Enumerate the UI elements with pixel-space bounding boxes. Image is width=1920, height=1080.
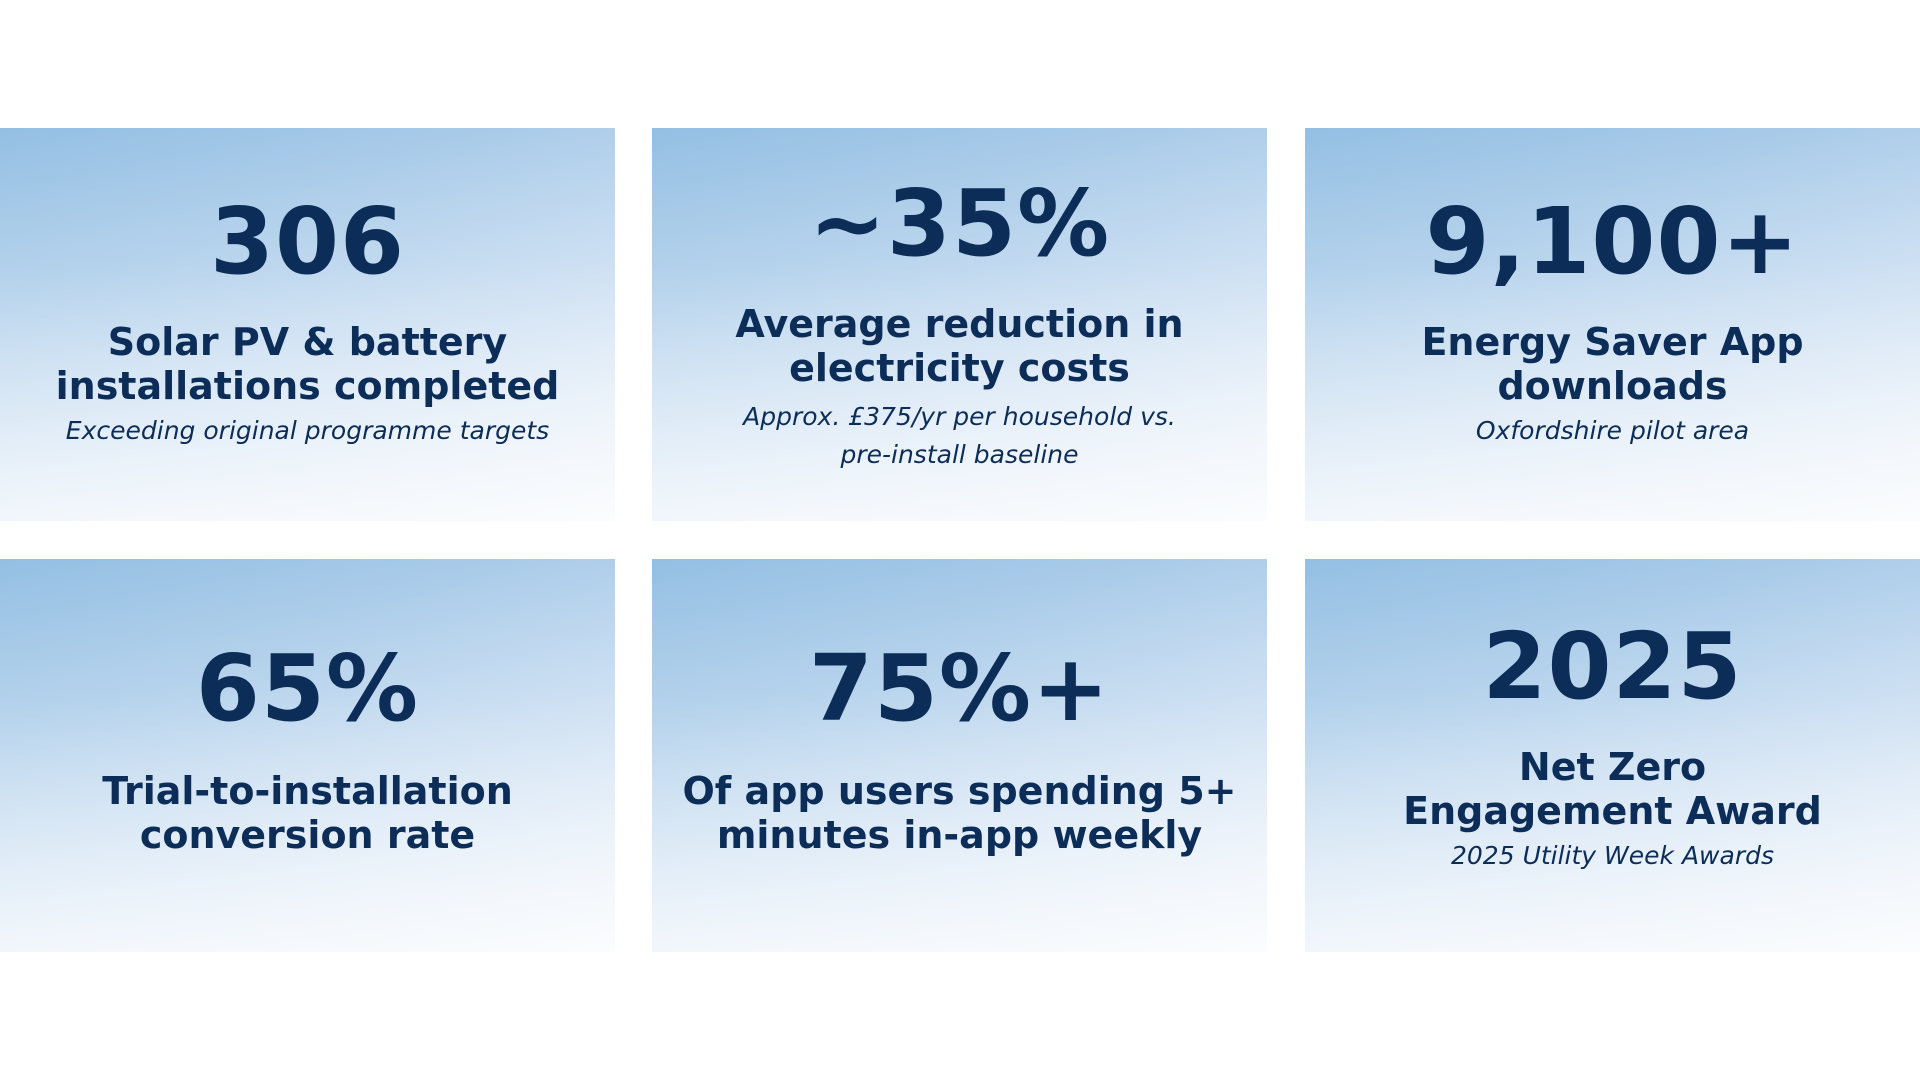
stat-value: 306 [209, 188, 406, 295]
stat-value: 75%+ [808, 635, 1111, 742]
stat-label-line: Net Zero [1518, 745, 1707, 789]
stat-label: Solar PV & battery installations complet… [36, 320, 580, 408]
stat-label-line: Engagement Award [1403, 789, 1822, 833]
stat-card-app-engagement: 75%+ Of app users spending 5+ minutes in… [652, 559, 1267, 952]
stat-label-line: Energy Saver App [1421, 320, 1804, 364]
stat-label: Average reduction in electricity costs [715, 302, 1203, 390]
stat-label: Net Zero Engagement Award [1383, 745, 1842, 833]
stat-value: 9,100+ [1425, 188, 1800, 295]
stat-card-installations: 306 Solar PV & battery installations com… [0, 128, 615, 521]
stat-note: 2025 Utility Week Awards [1451, 841, 1774, 870]
stat-note: Approx. £375/yr per household vs. pre-in… [713, 398, 1206, 474]
stat-note: Exceeding original programme targets [65, 416, 550, 445]
stat-label-line: Of app users spending 5+ [682, 769, 1237, 813]
stat-card-conversion-rate: 65% Trial-to-installation conversion rat… [0, 559, 615, 952]
stat-note-line: pre-install baseline [840, 440, 1079, 469]
stat-label-line: Average reduction in [735, 302, 1184, 346]
stat-card-cost-reduction: ~35% Average reduction in electricity co… [652, 128, 1267, 521]
stat-value: 2025 [1482, 613, 1743, 720]
stat-value: ~35% [808, 170, 1111, 277]
stat-label-line: downloads [1497, 364, 1728, 408]
stat-label: Trial-to-installation conversion rate [82, 769, 533, 857]
stat-card-award: 2025 Net Zero Engagement Award 2025 Util… [1305, 559, 1920, 952]
stat-note: Oxfordshire pilot area [1475, 416, 1750, 445]
stats-grid: 306 Solar PV & battery installations com… [0, 128, 1920, 952]
stat-card-app-downloads: 9,100+ Energy Saver App downloads Oxford… [1305, 128, 1920, 521]
stat-label: Energy Saver App downloads [1401, 320, 1823, 408]
stat-label-line: Solar PV & battery [107, 320, 508, 364]
stat-value: 65% [195, 635, 420, 742]
stat-label-line: installations completed [55, 364, 560, 408]
stat-label-line: electricity costs [789, 346, 1130, 390]
stat-label-line: Trial-to-installation [102, 769, 513, 813]
stat-note-line: Approx. £375/yr per household vs. [743, 402, 1176, 431]
stat-label: Of app users spending 5+ minutes in-app … [662, 769, 1256, 857]
stat-label-line: minutes in-app weekly [716, 813, 1203, 857]
stat-label-line: conversion rate [139, 813, 476, 857]
